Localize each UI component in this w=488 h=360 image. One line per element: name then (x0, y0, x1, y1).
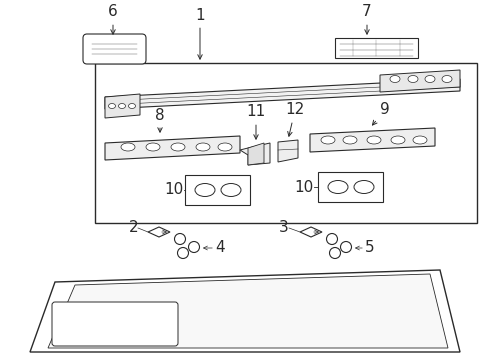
Polygon shape (105, 136, 240, 160)
Ellipse shape (389, 76, 399, 82)
Ellipse shape (196, 143, 209, 151)
Polygon shape (379, 70, 459, 92)
Bar (317, 172, 382, 202)
Text: 2: 2 (128, 220, 138, 235)
Text: 12: 12 (285, 103, 304, 136)
Ellipse shape (340, 242, 351, 252)
FancyBboxPatch shape (52, 302, 178, 346)
Polygon shape (105, 94, 140, 118)
Polygon shape (334, 38, 417, 58)
Ellipse shape (412, 136, 426, 144)
Ellipse shape (146, 143, 160, 151)
Bar (95, 63, 476, 223)
Ellipse shape (171, 143, 184, 151)
Polygon shape (105, 79, 459, 109)
Text: 11: 11 (246, 104, 265, 139)
Ellipse shape (174, 234, 185, 244)
Polygon shape (148, 227, 170, 237)
Polygon shape (299, 227, 321, 237)
Ellipse shape (195, 184, 215, 197)
Text: 5: 5 (364, 240, 374, 256)
Ellipse shape (390, 136, 404, 144)
Ellipse shape (320, 136, 334, 144)
Polygon shape (278, 140, 297, 162)
Bar (184, 175, 249, 205)
Polygon shape (240, 143, 269, 165)
Ellipse shape (128, 104, 135, 108)
Ellipse shape (121, 143, 135, 151)
Ellipse shape (327, 180, 347, 194)
Text: 10: 10 (164, 183, 183, 198)
Ellipse shape (353, 180, 373, 194)
Ellipse shape (342, 136, 356, 144)
Ellipse shape (188, 242, 199, 252)
FancyBboxPatch shape (83, 34, 146, 64)
Polygon shape (309, 128, 434, 152)
Text: 9: 9 (372, 103, 389, 125)
Ellipse shape (177, 248, 188, 258)
Polygon shape (30, 270, 459, 352)
Ellipse shape (108, 104, 115, 108)
Polygon shape (48, 274, 447, 348)
Ellipse shape (366, 136, 380, 144)
Polygon shape (247, 143, 264, 165)
Text: 4: 4 (215, 240, 224, 256)
Ellipse shape (218, 143, 231, 151)
Ellipse shape (441, 76, 451, 82)
Text: 8: 8 (155, 108, 164, 132)
Text: 6: 6 (108, 4, 118, 34)
Text: 1: 1 (195, 8, 204, 59)
Text: 7: 7 (362, 4, 371, 34)
Text: 10: 10 (294, 180, 313, 194)
Ellipse shape (424, 76, 434, 82)
Ellipse shape (407, 76, 417, 82)
Text: 3: 3 (279, 220, 288, 235)
Ellipse shape (329, 248, 340, 258)
Ellipse shape (221, 184, 241, 197)
Ellipse shape (118, 104, 125, 108)
Ellipse shape (326, 234, 337, 244)
